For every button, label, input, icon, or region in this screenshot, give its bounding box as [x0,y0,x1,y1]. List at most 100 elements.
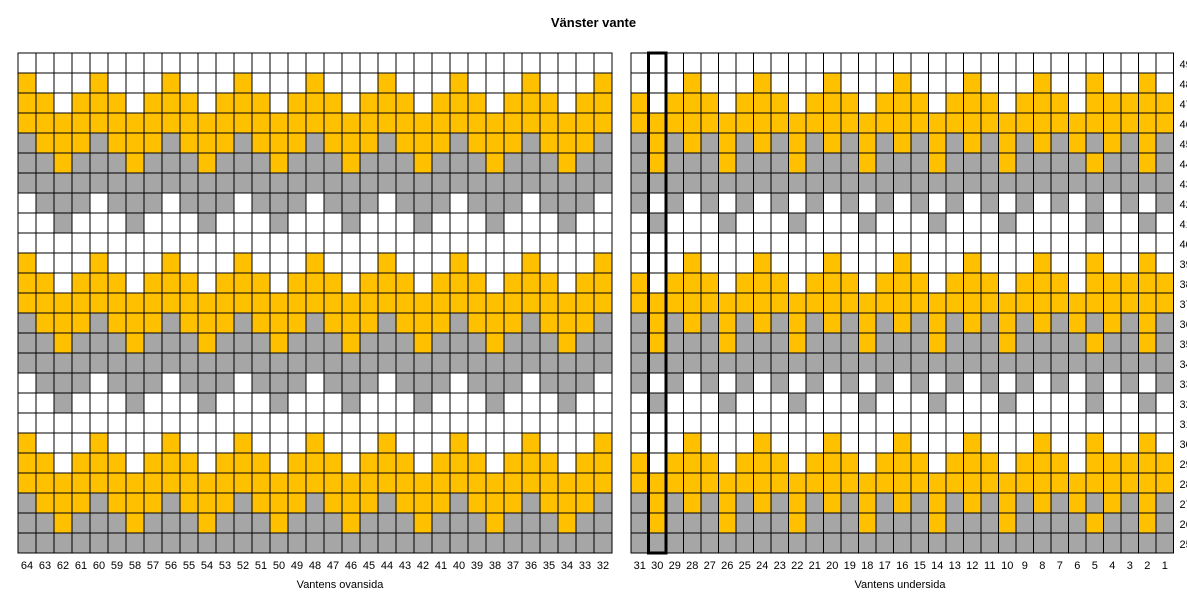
right-cell-r49-c28 [683,52,702,74]
right-cell-r41-c27 [700,212,719,234]
left-cell-r37-c61 [71,292,91,314]
right-column-label: 3 [1127,560,1133,572]
left-cell-r38-c49 [287,272,307,294]
right-cell-r26-c14 [928,512,947,534]
left-cell-r41-c49 [287,212,307,234]
right-cell-r45-c16 [893,132,912,154]
right-cell-r41-c5 [1085,212,1104,234]
right-cell-r45-c21 [805,132,824,154]
right-cell-r29-c30 [648,452,667,474]
left-cell-r33-c34 [557,372,577,394]
left-cell-r30-c32 [593,432,613,454]
right-cell-r42-c28 [683,192,702,214]
left-cell-r46-c61 [71,112,91,134]
left-cell-r36-c60 [89,312,109,334]
left-column-label: 57 [147,560,159,572]
left-cell-r32-c40 [449,392,469,414]
left-column-labels: 64 63 62 61 60 59 58 57 56 55 54 53 52 51 50 49 48 47 46 45… [21,560,609,572]
right-column-label: 25 [739,560,751,572]
row-label: 32 [1180,399,1187,411]
right-cell-r29-c19 [840,452,859,474]
left-cell-r43-c47 [323,172,343,194]
left-cell-r35-c40 [449,332,469,354]
right-cell-r49-c13 [945,52,964,74]
right-cell-r25-c22 [788,532,807,554]
right-cell-r39-c24 [753,252,772,274]
right-cell-r38-c14 [928,272,947,294]
right-cell-r41-c18 [858,212,877,234]
left-cell-r49-c60 [89,52,109,74]
left-cell-r32-c63 [35,392,55,414]
right-cell-r33-c24 [753,372,772,394]
left-cell-r30-c61 [71,432,91,454]
right-cell-r34-c31 [630,352,649,374]
left-cell-r48-c52 [233,72,253,94]
left-cell-r32-c49 [287,392,307,414]
right-cell-r43-c14 [928,172,947,194]
left-cell-r34-c45 [359,352,379,374]
right-cell-r36-c24 [753,312,772,334]
right-cell-r26-c12 [963,512,982,534]
right-cell-r30-c25 [735,432,754,454]
left-cell-r29-c57 [143,452,163,474]
right-cell-r32-c24 [753,392,772,414]
right-cell-r46-c9 [1015,112,1034,134]
right-cell-r42-c1 [1155,192,1174,214]
right-cell-r29-c9 [1015,452,1034,474]
right-cell-r45-c18 [858,132,877,154]
left-cell-r34-c48 [305,352,325,374]
left-cell-r34-c41 [431,352,451,374]
right-cell-r28-c28 [683,472,702,494]
chart-title: Vänster vante [550,15,637,30]
right-cell-r36-c16 [893,312,912,334]
left-cell-r28-c40 [449,472,469,494]
right-cell-r45-c31 [630,132,649,154]
right-column-label: 14 [931,560,943,572]
right-cell-r33-c7 [1050,372,1069,394]
right-cell-r46-c29 [665,112,684,134]
left-cell-r30-c63 [35,432,55,454]
left-column-label: 59 [111,560,123,572]
left-cell-r36-c49 [287,312,307,334]
left-cell-r26-c44 [377,512,397,534]
right-cell-r30-c15 [910,432,929,454]
left-cell-r45-c42 [413,132,433,154]
left-cell-r37-c53 [215,292,235,314]
left-cell-r45-c39 [467,132,487,154]
right-cell-r29-c28 [683,452,702,474]
left-cell-r35-c45 [359,332,379,354]
left-cell-r46-c36 [521,112,541,134]
left-cell-r28-c33 [575,472,595,494]
left-cell-r33-c55 [179,372,199,394]
right-column-label: 1 [1162,560,1168,572]
left-cell-r49-c62 [53,52,73,74]
left-cell-r45-c59 [107,132,127,154]
left-cell-r39-c45 [359,252,379,274]
right-cell-r28-c26 [718,472,737,494]
left-cell-r32-c47 [323,392,343,414]
right-cell-r42-c15 [910,192,929,214]
right-cell-r49-c8 [1033,52,1052,74]
left-cell-r42-c52 [233,192,253,214]
left-cell-r33-c36 [521,372,541,394]
left-cell-r45-c62 [53,132,73,154]
left-cell-r34-c54 [197,352,217,374]
right-cell-r34-c4 [1103,352,1122,374]
left-cell-r41-c37 [503,212,523,234]
right-cell-r40-c16 [893,232,912,254]
left-cell-r28-c53 [215,472,235,494]
left-column-label: 49 [291,560,303,572]
right-cell-r45-c1 [1155,132,1174,154]
right-cell-r43-c13 [945,172,964,194]
left-cell-r28-c50 [269,472,289,494]
left-cell-r40-c56 [161,232,181,254]
left-cell-r40-c34 [557,232,577,254]
left-cell-r47-c44 [377,92,397,114]
left-cell-r45-c58 [125,132,145,154]
right-cell-r33-c2 [1138,372,1157,394]
left-cell-r42-c33 [575,192,595,214]
right-cell-r29-c2 [1138,452,1157,474]
right-cell-r41-c24 [753,212,772,234]
right-cell-r32-c2 [1138,392,1157,414]
left-cell-r46-c32 [593,112,613,134]
